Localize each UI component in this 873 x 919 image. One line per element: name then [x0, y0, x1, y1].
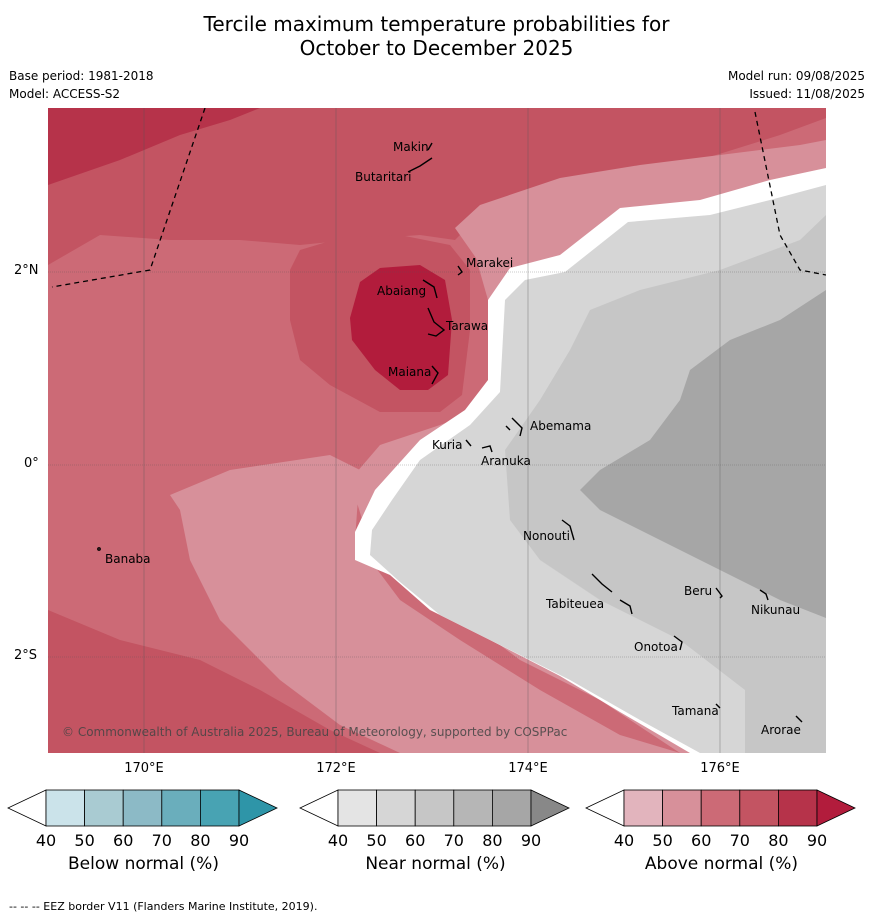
model-name: Model: ACCESS-S2 — [9, 87, 121, 101]
label-marakei: Marakei — [466, 256, 513, 270]
colorbar-tick-label: 70 — [444, 831, 464, 850]
label-aranuka: Aranuka — [481, 454, 531, 468]
colorbar-near-min-extend — [299, 789, 339, 827]
label-abemama: Abemama — [530, 419, 591, 433]
colorbars: 40 50 60 70 80 90 40 50 60 70 80 90 40 50 60 70 80 90 — [7, 789, 856, 850]
colorbar-tick-label: 90 — [521, 831, 541, 850]
label-arorae: Arorae — [761, 723, 801, 737]
meta-right: Model run: 09/08/2025 Issued: 11/08/2025 — [728, 67, 865, 103]
colorbar-above-min-extend — [585, 789, 625, 827]
colorbar-below-bin — [45, 789, 85, 827]
colorbar-tick-label: 60 — [405, 831, 425, 850]
label-kuria: Kuria — [432, 438, 463, 452]
colorbar-title-above: Above normal (%) — [644, 854, 799, 874]
colorbar-near-bin — [453, 789, 493, 827]
label-maiana: Maiana — [388, 365, 431, 379]
label-beru: Beru — [684, 584, 712, 598]
colorbar-above-max-extend — [816, 789, 856, 827]
colorbar-above: 40 50 60 70 80 90 — [585, 789, 856, 850]
page-title: Tercile maximum temperature probabilitie… — [0, 12, 873, 60]
label-tamana: Tamana — [671, 704, 719, 718]
colorbar-above-bin — [778, 789, 818, 827]
colorbar-above-bin — [739, 789, 779, 827]
colorbar-title-below: Below normal (%) — [68, 854, 219, 874]
copyright-text: © Commonwealth of Australia 2025, Bureau… — [62, 725, 567, 739]
graticule — [48, 108, 826, 753]
colorbar-below-bin — [84, 789, 124, 827]
label-onotoa: Onotoa — [634, 640, 678, 654]
model-run: Model run: 09/08/2025 — [727, 69, 865, 83]
colorbar-tick-label: 50 — [74, 831, 94, 850]
issued-date: Issued: 11/08/2025 — [749, 87, 865, 101]
colorbar-above-bin — [662, 789, 702, 827]
colorbar-tick-label: 60 — [691, 831, 711, 850]
colorbar-tick-label: 40 — [328, 831, 348, 850]
lat-label-0: 0° — [24, 456, 39, 471]
colorbar-tick-label: 80 — [768, 831, 788, 850]
label-banaba: Banaba — [105, 552, 151, 566]
colorbar-tick-label: 70 — [730, 831, 750, 850]
colorbar-tick-label: 70 — [152, 831, 172, 850]
colorbar-tick-label: 40 — [36, 831, 56, 850]
island-labels: Makin Butaritari Marakei Abaiang Tarawa … — [105, 140, 801, 737]
colorbar-tick-label: 90 — [229, 831, 249, 850]
colorbar-title-near: Near normal (%) — [365, 854, 506, 874]
colorbar-tick-label: 50 — [366, 831, 386, 850]
above-90-north — [48, 108, 260, 185]
colorbar-near-bin — [491, 789, 532, 827]
colorbar-below: 40 50 60 70 80 90 — [7, 789, 278, 850]
label-tabiteuea: Tabiteuea — [545, 597, 604, 611]
near-70-area — [580, 290, 826, 618]
colorbar-below-min-extend — [7, 789, 47, 827]
lon-label-172: 172°E — [316, 761, 356, 776]
lon-label-174: 174°E — [508, 761, 548, 776]
colorbar-below-max-extend — [238, 789, 278, 827]
above-60-south — [170, 455, 680, 753]
label-makin: Makin — [393, 140, 429, 154]
colorbar-tick-label: 50 — [652, 831, 672, 850]
colorbar-near-max-extend — [530, 789, 570, 827]
colorbar-tick-label: 40 — [614, 831, 634, 850]
eez-border — [51, 108, 826, 288]
label-nonouti: Nonouti — [523, 529, 570, 543]
above-80-south — [48, 610, 380, 753]
label-tarawa: Tarawa — [445, 319, 488, 333]
above-90-tarawa — [350, 265, 452, 390]
above-80-north — [48, 108, 826, 265]
colorbar-tick-label: 80 — [190, 831, 210, 850]
colorbar-above-bin — [700, 789, 741, 827]
label-nikunau: Nikunau — [751, 603, 800, 617]
colorbar-near-bin — [376, 789, 416, 827]
colorbar-near-bin — [414, 789, 455, 827]
colorbar-tick-label: 60 — [113, 831, 133, 850]
eez-note: -- -- -- EEZ border V11 (Flanders Marine… — [9, 900, 318, 913]
colorbar-near: 40 50 60 70 80 90 — [299, 789, 570, 850]
colorbar-near-bin — [337, 789, 377, 827]
colorbar-tick-label: 90 — [807, 831, 827, 850]
meta-left: Base period: 1981-2018 Model: ACCESS-S2 — [9, 67, 154, 103]
colorbar-above-bin — [623, 789, 663, 827]
map-fields — [48, 108, 826, 753]
colorbar-below-bin — [122, 789, 163, 827]
label-abaiang: Abaiang — [377, 284, 426, 298]
lon-label-170: 170°E — [124, 761, 164, 776]
lat-label-2s: 2°S — [14, 648, 38, 663]
lat-label-2n: 2°N — [14, 263, 39, 278]
colorbar-below-bin — [161, 789, 201, 827]
lon-label-176: 176°E — [700, 761, 740, 776]
colorbar-tick-label: 80 — [482, 831, 502, 850]
colorbar-below-bin — [199, 789, 240, 827]
title-line-1: Tercile maximum temperature probabilitie… — [203, 12, 670, 36]
label-butaritari: Butaritari — [355, 170, 412, 184]
title-line-2: October to December 2025 — [299, 36, 574, 60]
base-period: Base period: 1981-2018 — [9, 69, 154, 83]
island-outlines — [97, 142, 803, 723]
